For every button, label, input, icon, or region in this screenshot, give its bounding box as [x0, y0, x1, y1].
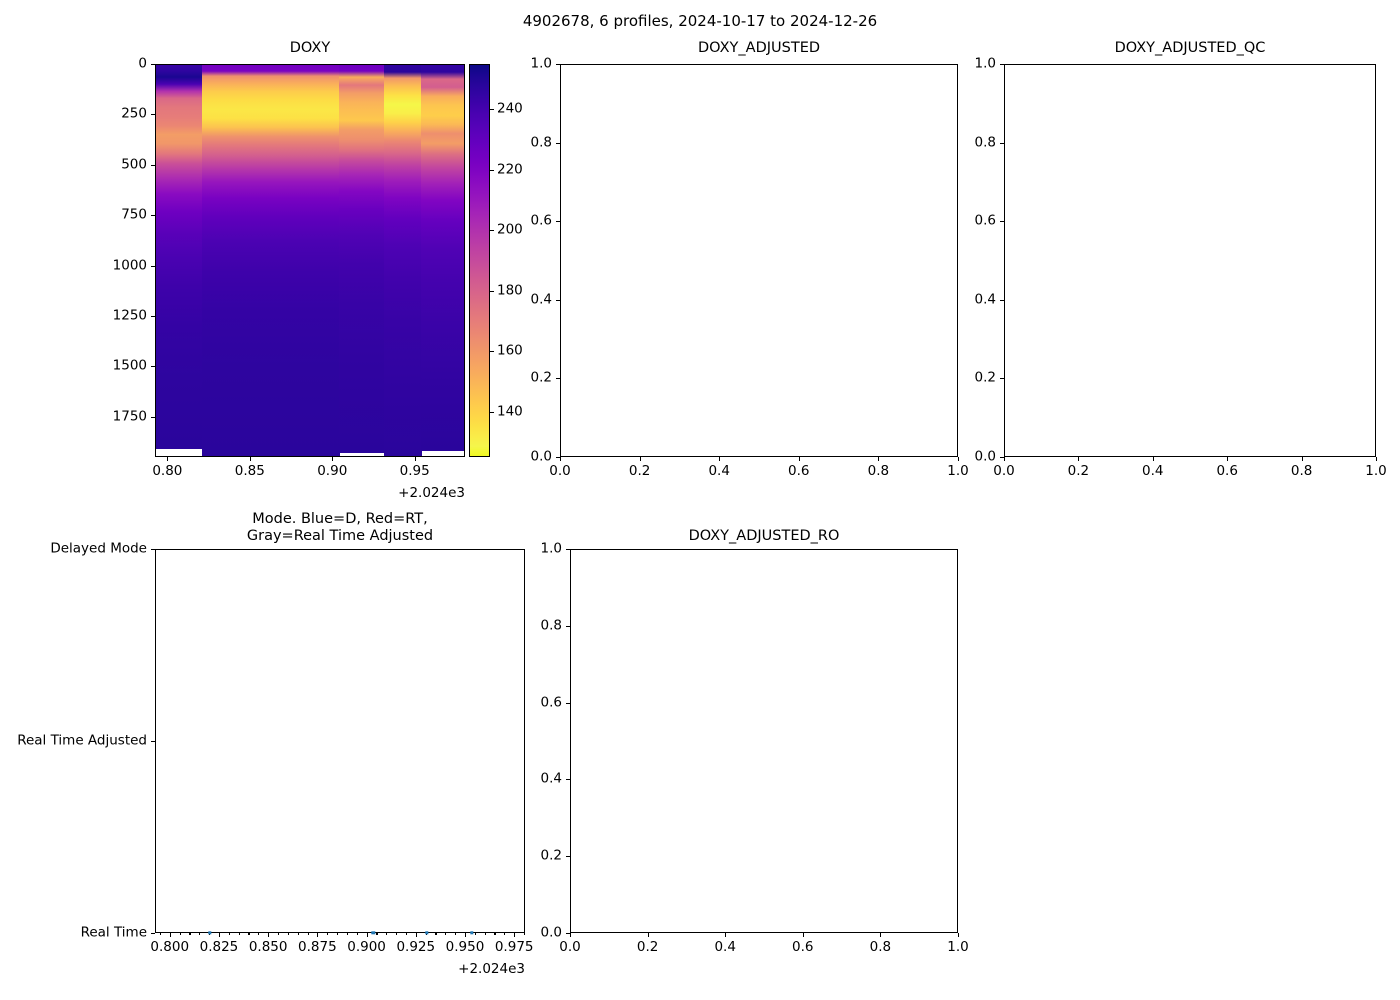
scatter-marker: [371, 931, 376, 935]
doxy-adjusted-ro-axes: [570, 549, 958, 933]
x-tick-label: 0.0: [993, 463, 1015, 479]
x-tick-label: 0.2: [1067, 463, 1090, 479]
y-tick-label: 0.4: [974, 291, 996, 308]
colorbar-tick-label: 140: [497, 403, 523, 420]
y-tick-label: 0.8: [540, 617, 562, 634]
scatter-marker: [208, 931, 212, 935]
mode-panel-title-line2: Gray=Real Time Adjusted: [246, 528, 434, 544]
y-tick-label: 1.0: [974, 55, 996, 72]
heatmap-column: [383, 65, 422, 456]
y-tick-label: 0.0: [530, 448, 552, 465]
doxy-heatmap-image: [156, 65, 464, 456]
mode-panel-title-line1: Mode. Blue=D, Red=RT,: [252, 511, 428, 527]
scatter-marker: [470, 931, 474, 935]
y-tick-label: 0.6: [540, 694, 562, 711]
x-tick-label: 0.8: [867, 463, 890, 479]
scatter-marker: [424, 931, 429, 935]
doxy-adjusted-ro-panel-title: DOXY_ADJUSTED_RO: [688, 528, 840, 544]
colorbar-tick-label: 240: [497, 100, 523, 117]
x-tick-label: 0.6: [792, 939, 814, 955]
y-tick-label: 500: [121, 156, 147, 173]
x-tick-label: 1.0: [1365, 463, 1387, 479]
x-tick-label: 0.90: [317, 463, 348, 479]
x-tick-label: 0.85: [234, 463, 265, 479]
x-tick-label: 0.925: [396, 939, 436, 955]
y-tick-label: 1000: [112, 257, 147, 274]
y-tick-label: 1750: [112, 408, 147, 425]
doxy-colorbar: [469, 64, 490, 457]
x-tick-label: 0.800: [150, 939, 190, 955]
doxy-adjusted-qc-axes: [1004, 64, 1376, 457]
y-tick-label: 0.4: [540, 770, 562, 787]
x-tick-label: 0.2: [628, 463, 651, 479]
y-tick-label: 1500: [112, 357, 147, 374]
y-tick-label: 0.2: [530, 369, 552, 386]
y-tick-label: 0: [138, 55, 147, 72]
doxy-adjusted-panel-title: DOXY_ADJUSTED: [697, 40, 821, 56]
x-tick-label: 0.80: [152, 463, 183, 479]
x-tick-label: 0.825: [199, 939, 239, 955]
x-axis-offset-text: +2.024e3: [398, 485, 465, 501]
x-tick-label: 1.0: [947, 939, 969, 955]
x-tick-label: 0.875: [298, 939, 337, 955]
doxy-adjusted-axes: [560, 64, 958, 457]
x-tick-label: 0.0: [559, 939, 581, 955]
x-tick-label: 0.8: [1290, 463, 1313, 479]
y-tick-label: Real Time Adjusted: [17, 732, 147, 749]
heatmap-column: [339, 65, 385, 453]
x-tick-label: 0.4: [714, 939, 736, 955]
colorbar-tick-label: 220: [497, 161, 523, 178]
y-tick-label: 0.4: [530, 291, 552, 308]
y-tick-label: 250: [121, 105, 147, 122]
x-tick-label: 0.6: [1216, 463, 1238, 479]
x-axis-offset-text: +2.024e3: [458, 961, 525, 977]
doxy-adjusted-qc-panel-title: DOXY_ADJUSTED_QC: [1114, 40, 1266, 56]
y-tick-label: 1.0: [540, 540, 562, 557]
y-tick-label: 0.6: [530, 212, 552, 229]
x-tick-label: 0.95: [399, 463, 430, 479]
y-tick-label: 0.0: [540, 924, 562, 941]
x-tick-label: 0.900: [347, 939, 386, 955]
colorbar-tick-label: 200: [497, 221, 523, 238]
x-tick-label: 0.950: [445, 939, 485, 955]
y-tick-label: 0.8: [974, 134, 996, 151]
x-tick-label: 0.0: [549, 463, 571, 479]
x-tick-label: 0.6: [788, 463, 810, 479]
x-tick-label: 0.4: [1142, 463, 1164, 479]
heatmap-column: [421, 65, 464, 451]
x-tick-label: 0.975: [494, 939, 534, 955]
x-tick-label: 0.2: [636, 939, 659, 955]
y-tick-label: 0.6: [974, 212, 996, 229]
y-tick-label: Real Time: [80, 924, 147, 941]
doxy-panel-title: DOXY: [289, 40, 331, 56]
heatmap-column: [202, 65, 340, 456]
y-tick-label: 1250: [112, 307, 147, 324]
y-tick-label: 750: [121, 206, 147, 223]
figure-suptitle: 4902678, 6 profiles, 2024-10-17 to 2024-…: [522, 12, 878, 30]
y-tick-label: 0.8: [530, 134, 552, 151]
heatmap-column: [156, 65, 203, 449]
x-tick-label: 0.4: [708, 463, 730, 479]
colorbar-tick-label: 160: [497, 342, 523, 359]
y-tick-label: 1.0: [530, 55, 552, 72]
x-tick-label: 1.0: [947, 463, 969, 479]
y-tick-label: 0.0: [974, 448, 996, 465]
mode-scatter-axes: [155, 549, 525, 933]
x-tick-label: 0.8: [869, 939, 892, 955]
colorbar-tick-label: 180: [497, 282, 523, 299]
doxy-heatmap-axes: [155, 64, 465, 457]
y-tick-label: Delayed Mode: [50, 540, 147, 557]
y-tick-label: 0.2: [974, 369, 996, 386]
y-tick-label: 0.2: [540, 847, 562, 864]
x-tick-label: 0.850: [248, 939, 288, 955]
